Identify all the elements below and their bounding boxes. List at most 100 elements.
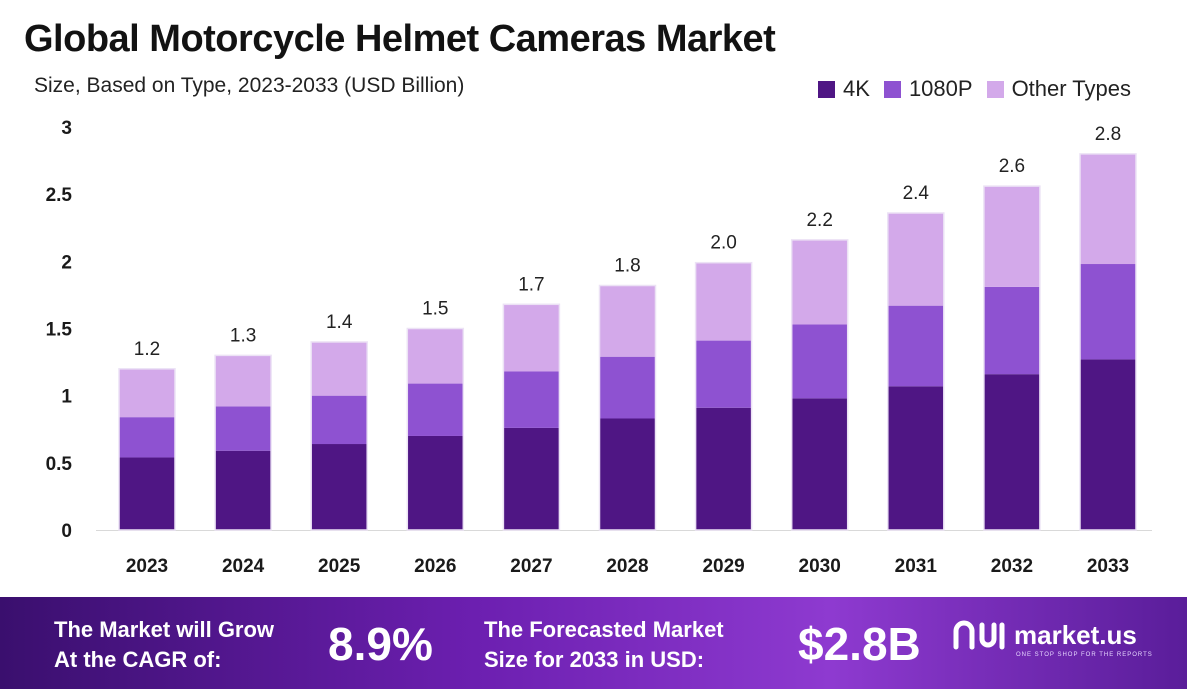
bar-segment-1080p xyxy=(503,371,560,428)
bar-segment-other-types xyxy=(119,368,175,418)
bar-total-label: 2.0 xyxy=(710,233,736,254)
bar-outline xyxy=(1079,153,1137,531)
bar-segment-4k xyxy=(599,418,656,530)
y-tick-label: 0.5 xyxy=(46,454,73,475)
cagr-value: 8.9% xyxy=(328,618,433,670)
cagr-label: The Market will Grow At the CAGR of: xyxy=(54,615,274,675)
x-tick-label: 2024 xyxy=(222,556,265,577)
legend-swatch-4k xyxy=(818,80,836,98)
bar-total-label: 2.8 xyxy=(1095,124,1121,145)
chart-subtitle: Size, Based on Type, 2023-2033 (USD Bill… xyxy=(34,74,465,97)
legend-swatch-other-types xyxy=(986,80,1004,98)
y-tick-label: 3 xyxy=(61,118,72,139)
bar-total-label: 1.5 xyxy=(422,299,448,320)
bar-segment-4k xyxy=(407,435,464,530)
forecast-value: $2.8B xyxy=(798,618,921,670)
bar-outline xyxy=(694,261,753,531)
x-tick-label: 2029 xyxy=(702,556,744,577)
y-tick-label: 1.5 xyxy=(46,320,73,341)
bar-total-label: 2.6 xyxy=(999,156,1025,177)
bar-segment-1080p xyxy=(1080,264,1136,360)
bar-outline xyxy=(406,327,465,531)
footer-banner: The Market will Grow At the CAGR of: 8.9… xyxy=(0,597,1187,689)
legend-item-4k: 4K xyxy=(818,76,870,102)
bar-segment-1080p xyxy=(983,286,1040,375)
bar-outline xyxy=(598,284,657,531)
bar-outline xyxy=(502,303,561,531)
bar-segment-other-types xyxy=(599,285,656,357)
x-tick-label: 2032 xyxy=(991,556,1033,577)
x-tick-label: 2025 xyxy=(318,556,361,577)
bar-segment-other-types xyxy=(407,328,464,384)
brand-name: market.us xyxy=(1014,619,1137,650)
chart-title: Global Motorcycle Helmet Cameras Market xyxy=(24,18,776,60)
legend-item-1080p: 1080P xyxy=(883,76,973,102)
x-tick-label: 2031 xyxy=(895,556,938,577)
bar-segment-other-types xyxy=(983,186,1040,287)
bar-segment-other-types xyxy=(695,262,752,341)
bar-segment-other-types xyxy=(1080,153,1136,265)
bar-segment-4k xyxy=(887,386,944,530)
bar-segment-4k xyxy=(1080,359,1136,530)
bar-segment-1080p xyxy=(119,417,175,458)
bar-segment-other-types xyxy=(887,212,944,306)
bar-outline xyxy=(887,212,945,531)
x-tick-label: 2023 xyxy=(126,556,168,577)
forecast-label: The Forecasted Market Size for 2033 in U… xyxy=(484,615,724,675)
y-tick-label: 2.5 xyxy=(46,185,73,206)
bar-segment-4k xyxy=(791,398,848,530)
bar-segment-4k xyxy=(215,450,272,530)
bar-segment-other-types xyxy=(311,341,368,396)
bar-segment-4k xyxy=(503,427,560,530)
bar-outline xyxy=(118,368,176,531)
bar-segment-1080p xyxy=(599,356,656,419)
cagr-label-line2: At the CAGR of: xyxy=(54,647,222,672)
bar-segment-4k xyxy=(311,444,368,530)
bar-total-label: 1.2 xyxy=(134,339,160,360)
x-tick-label: 2027 xyxy=(510,556,552,577)
x-tick-label: 2033 xyxy=(1087,556,1129,577)
bar-segment-other-types xyxy=(791,239,848,325)
legend-label-other-types: Other Types xyxy=(1011,76,1131,101)
x-tick-label: 2026 xyxy=(414,556,456,577)
bar-outline xyxy=(214,354,272,531)
bar-total-label: 1.4 xyxy=(326,312,353,333)
market-us-logo-icon xyxy=(953,620,1005,650)
y-tick-label: 0 xyxy=(61,521,72,542)
bar-segment-1080p xyxy=(311,395,368,445)
bar-segment-1080p xyxy=(407,383,464,436)
bar-outline xyxy=(790,239,849,531)
legend-label-1080p: 1080P xyxy=(908,76,973,101)
forecast-label-line1: The Forecasted Market xyxy=(484,617,724,642)
bar-total-label: 2.4 xyxy=(903,183,930,204)
bar-outline xyxy=(983,185,1041,531)
y-tick-label: 1 xyxy=(61,387,72,408)
forecast-label-line2: Size for 2033 in USD: xyxy=(484,647,705,672)
bar-segment-1080p xyxy=(215,406,272,451)
bar-segment-4k xyxy=(119,457,175,530)
brand-tagline: ONE STOP SHOP FOR THE REPORTS xyxy=(1016,652,1153,658)
bar-outline xyxy=(310,341,368,531)
bar-segment-1080p xyxy=(791,324,848,399)
bar-total-label: 1.3 xyxy=(230,325,256,346)
bar-segment-1080p xyxy=(887,305,944,387)
y-tick-label: 2 xyxy=(61,252,72,273)
cagr-label-line1: The Market will Grow xyxy=(54,617,275,642)
bar-segment-4k xyxy=(695,407,752,530)
bar-segment-other-types xyxy=(503,304,560,372)
bar-segment-4k xyxy=(983,374,1040,530)
legend-item-other-types: Other Types xyxy=(986,76,1131,102)
legend-label-4k: 4K xyxy=(843,76,870,101)
bar-total-label: 1.8 xyxy=(614,256,640,277)
legend-swatch-1080p xyxy=(883,80,901,98)
bar-total-label: 2.2 xyxy=(806,210,832,231)
bar-segment-other-types xyxy=(215,355,272,407)
bar-segment-1080p xyxy=(695,340,752,408)
stacked-bar-chart: 0 0.5 1 1.5 2 2.5 3 1.2 2023 1.3 2024 1.4 2025 1.5 202… xyxy=(46,118,1152,577)
brand-logo: market.us xyxy=(952,617,1137,653)
x-tick-label: 2030 xyxy=(799,556,841,577)
bar-total-label: 1.7 xyxy=(518,274,544,295)
x-tick-label: 2028 xyxy=(606,556,648,577)
chart-legend: 4K 1080P Other Types xyxy=(818,76,1131,102)
